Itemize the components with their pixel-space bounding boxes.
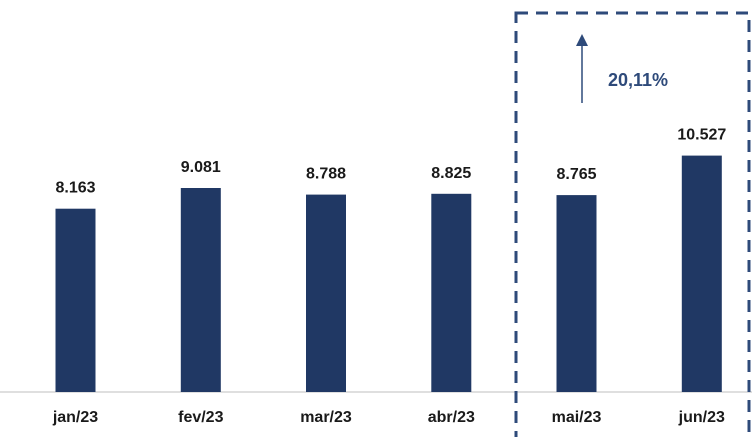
value-label: 9.081 <box>181 159 221 176</box>
bar-mai-23 <box>556 195 597 392</box>
value-label: 8.765 <box>556 166 596 183</box>
bar-abr-23 <box>431 193 472 392</box>
bar-jun-23 <box>681 155 722 392</box>
value-label: 8.825 <box>431 165 471 182</box>
bar-mar-23 <box>306 194 346 392</box>
bar-fev-23 <box>180 188 221 392</box>
bars-group <box>55 155 722 392</box>
value-labels-group: 8.163 9.081 8.788 8.825 8.765 10.527 <box>55 127 726 197</box>
bar-jan-23 <box>55 208 96 392</box>
category-label: mai/23 <box>552 409 602 426</box>
category-label: jun/23 <box>678 409 725 426</box>
category-label: abr/23 <box>428 409 475 426</box>
highlight-box <box>514 11 751 437</box>
growth-label: 20,11% <box>608 70 668 90</box>
category-label: jan/23 <box>52 409 98 426</box>
category-label: fev/23 <box>178 409 223 426</box>
category-labels-group: jan/23 fev/23 mar/23 abr/23 mai/23 jun/23 <box>52 409 725 426</box>
value-label: 10.527 <box>677 127 726 144</box>
value-label: 8.163 <box>55 180 95 197</box>
value-label: 8.788 <box>306 166 346 183</box>
category-label: mar/23 <box>300 409 352 426</box>
growth-arrow-up-icon <box>576 34 588 46</box>
